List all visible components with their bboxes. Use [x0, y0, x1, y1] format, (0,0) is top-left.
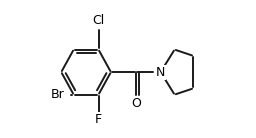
Text: Cl: Cl: [92, 14, 105, 27]
Text: F: F: [95, 113, 102, 126]
Text: N: N: [156, 66, 165, 79]
Text: O: O: [131, 97, 141, 110]
Text: Br: Br: [50, 88, 64, 101]
